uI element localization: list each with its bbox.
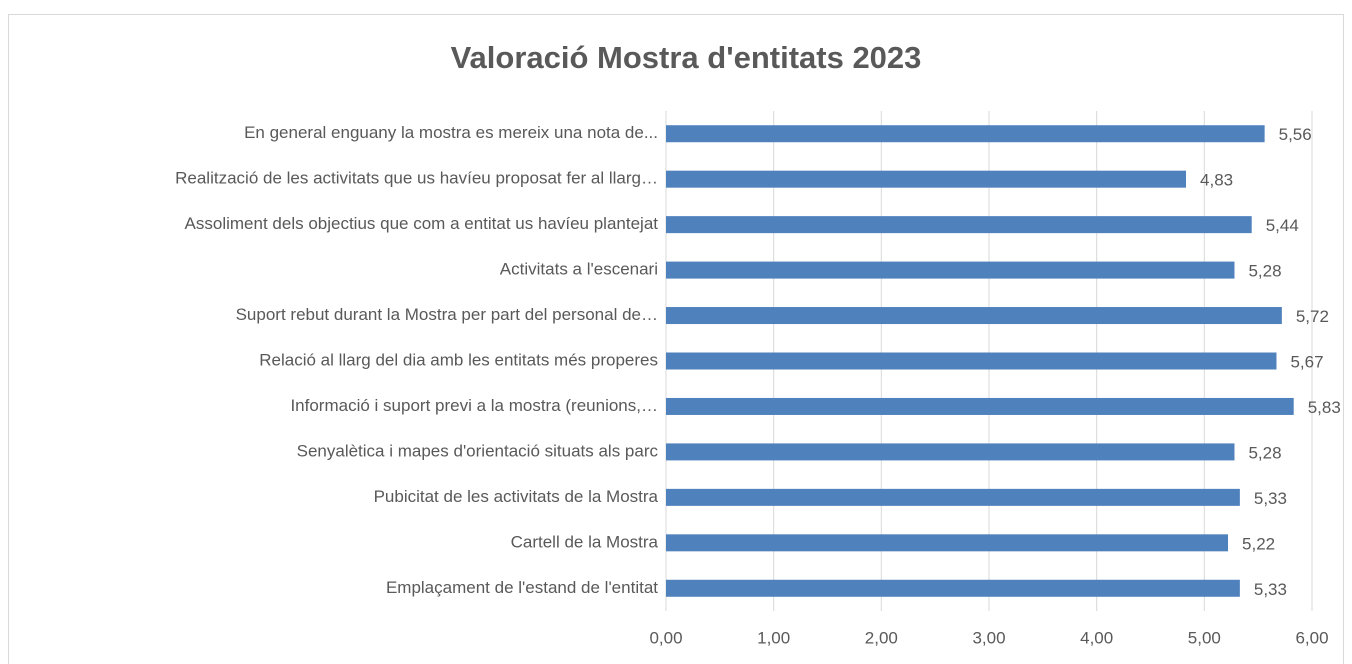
value-label: 5,33 — [1254, 580, 1287, 599]
bar — [666, 352, 1277, 370]
y-tick-label: Emplaçament de l'estand de l'entitat — [386, 578, 658, 597]
y-tick-label: Suport rebut durant la Mostra per part d… — [236, 305, 658, 324]
value-label: 5,28 — [1248, 262, 1281, 281]
x-tick-label: 3,00 — [972, 628, 1005, 647]
y-tick-label: Relació al llarg del dia amb les entitat… — [259, 350, 658, 369]
bar — [666, 579, 1240, 597]
value-label: 5,67 — [1290, 352, 1323, 371]
bar — [666, 534, 1229, 552]
bar — [666, 261, 1235, 279]
bar — [666, 488, 1240, 506]
y-tick-label: Activitats a l'escenari — [500, 260, 658, 279]
y-tick-label: Senyalètica i mapes d'orientació situats… — [297, 441, 659, 460]
value-label: 5,56 — [1279, 125, 1312, 144]
chart-title: Valoració Mostra d'entitats 2023 — [451, 40, 922, 75]
y-tick-label: Realització de les activitats que us hav… — [175, 169, 658, 188]
x-tick-label: 0,00 — [649, 628, 682, 647]
value-label: 5,83 — [1308, 398, 1341, 417]
bar — [666, 307, 1282, 325]
x-tick-label: 2,00 — [865, 628, 898, 647]
y-tick-label: Informació i suport previ a la mostra (r… — [290, 396, 658, 415]
value-label: 5,72 — [1296, 307, 1329, 326]
bar — [666, 443, 1235, 461]
y-tick-label: Cartell de la Mostra — [511, 532, 659, 551]
chart-border — [8, 14, 1344, 664]
x-tick-label: 5,00 — [1188, 628, 1221, 647]
value-label: 5,44 — [1266, 216, 1299, 235]
bar — [666, 397, 1294, 415]
y-tick-label: Pubicitat de les activitats de la Mostra — [374, 487, 659, 506]
value-label: 5,28 — [1248, 443, 1281, 462]
x-tick-label: 6,00 — [1295, 628, 1328, 647]
value-label: 5,22 — [1242, 534, 1275, 553]
y-tick-label: Assoliment dels objectius que com a enti… — [185, 214, 659, 233]
x-tick-label: 1,00 — [757, 628, 790, 647]
bar — [666, 125, 1265, 143]
bar — [666, 170, 1187, 188]
x-tick-label: 4,00 — [1080, 628, 1113, 647]
bar — [666, 216, 1252, 234]
value-label: 5,33 — [1254, 489, 1287, 508]
y-tick-label: En general enguany la mostra es mereix u… — [244, 123, 658, 142]
value-label: 4,83 — [1200, 171, 1233, 190]
